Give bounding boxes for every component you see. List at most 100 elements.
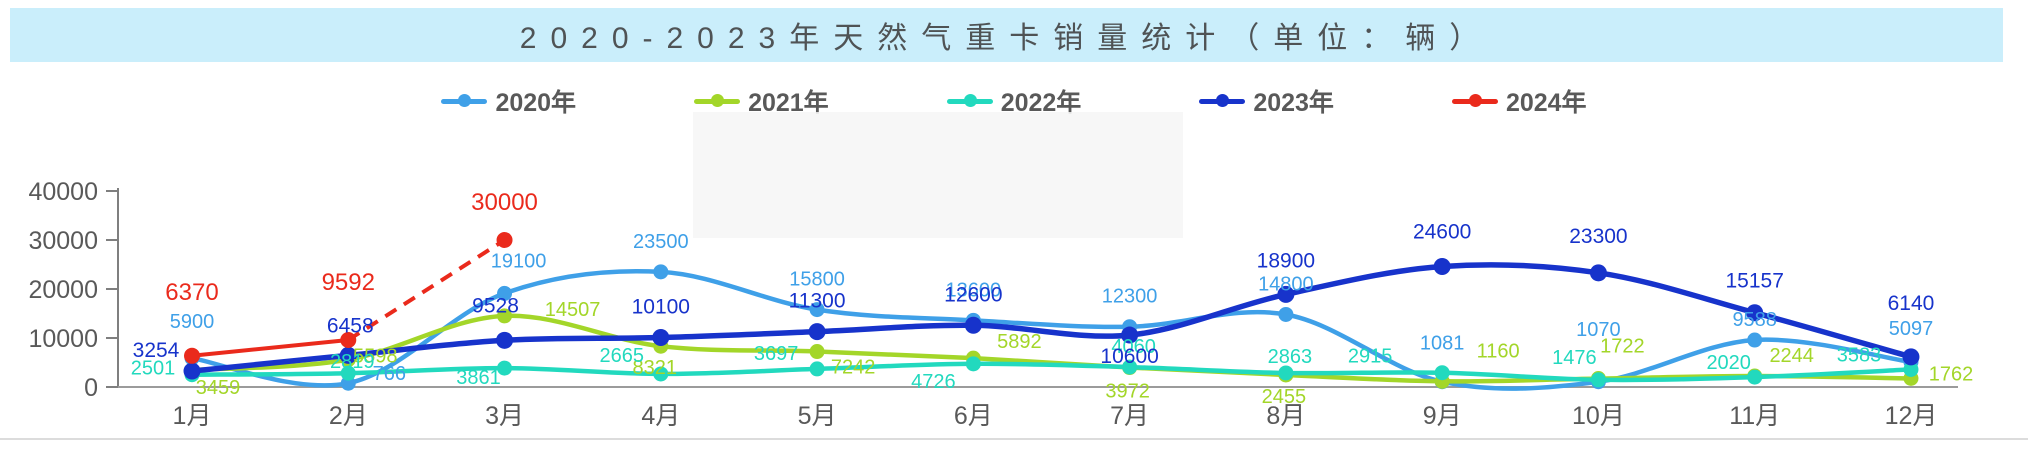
data-point-2022年[interactable] <box>1590 372 1606 388</box>
data-point-2021年[interactable] <box>497 308 513 324</box>
data-point-2024年[interactable] <box>184 347 200 364</box>
data-label-2023年: 10100 <box>632 296 690 319</box>
legend-item-2024[interactable]: 2024年 <box>1451 83 1587 119</box>
data-point-2021年[interactable] <box>809 344 825 360</box>
series-line-2022年 <box>189 361 1914 383</box>
bottom-divider <box>0 438 2028 440</box>
data-point-2023年[interactable] <box>1589 264 1607 282</box>
data-point-2023年[interactable] <box>1746 304 1764 322</box>
x-axis-label[interactable]: 12月 <box>1885 402 1938 430</box>
data-label-2022年: 2915 <box>1348 346 1393 368</box>
legend-marker-icon <box>441 94 488 108</box>
data-label-2023年: 9528 <box>472 294 519 317</box>
data-point-2022年[interactable] <box>1747 369 1763 385</box>
data-label-2021年: 1160 <box>1477 340 1520 362</box>
data-point-2020年[interactable] <box>809 302 825 318</box>
legend-marker-icon <box>694 94 741 108</box>
data-label-2023年: 10600 <box>1100 345 1158 368</box>
data-point-2022年[interactable] <box>1122 359 1138 375</box>
legend-label: 2024年 <box>1505 89 1587 117</box>
data-label-2021年: 7242 <box>831 357 876 379</box>
data-label-2021年: 3459 <box>196 377 241 399</box>
legend-marker-icon <box>1451 94 1498 108</box>
data-label-2023年: 6140 <box>1888 292 1935 315</box>
data-label-2022年: 3697 <box>754 343 799 365</box>
data-point-2022年[interactable] <box>653 366 669 382</box>
data-label-2020年: 5900 <box>170 311 215 333</box>
data-point-2023年[interactable] <box>1433 257 1451 275</box>
y-tick-label: 0 <box>84 374 98 402</box>
data-label-2021年: 8321 <box>633 357 678 379</box>
data-point-2020年[interactable] <box>497 285 513 301</box>
data-label-2022年: 2665 <box>600 345 645 367</box>
data-point-2023年[interactable] <box>339 346 357 364</box>
data-point-2023年[interactable] <box>652 329 670 347</box>
legend-marker-icon <box>1199 94 1246 108</box>
data-point-2024年[interactable] <box>340 331 357 348</box>
data-point-2022年[interactable] <box>340 365 356 381</box>
data-point-2022年[interactable] <box>965 356 981 372</box>
x-axis-label[interactable]: 7月 <box>1110 402 1149 430</box>
x-axis-label[interactable]: 9月 <box>1423 402 1462 430</box>
data-label-2020年: 1070 <box>1576 319 1621 341</box>
data-point-2022年[interactable] <box>497 360 513 376</box>
data-label-2021年: 5598 <box>353 346 398 368</box>
x-axis-label[interactable]: 6月 <box>954 402 993 430</box>
data-label-2023年: 18900 <box>1257 249 1315 272</box>
chart-title-band: 2020-2023年天然气重卡销量统计（单位：辆） <box>10 8 2003 62</box>
data-point-2023年[interactable] <box>964 316 982 334</box>
data-label-2024年: 30000 <box>471 189 538 216</box>
legend-item-2020[interactable]: 2020年 <box>441 83 576 119</box>
data-point-2023年[interactable] <box>1121 326 1139 344</box>
data-label-2020年: 13600 <box>946 279 1002 301</box>
data-label-2022年: 3861 <box>456 367 501 389</box>
data-label-2022年: 2863 <box>1268 346 1313 368</box>
x-axis-label[interactable]: 10月 <box>1572 402 1625 430</box>
y-tick-label: 20000 <box>28 276 98 304</box>
data-label-2020年: 5097 <box>1889 318 1934 340</box>
data-point-2023年[interactable] <box>1902 348 1920 366</box>
data-label-2023年: 6458 <box>327 314 374 337</box>
legend-label: 2023年 <box>1253 89 1334 117</box>
x-axis-label[interactable]: 5月 <box>798 402 837 430</box>
data-label-2022年: 4726 <box>911 371 956 393</box>
x-axis-label[interactable]: 3月 <box>485 402 524 430</box>
data-label-2020年: 19100 <box>491 250 547 272</box>
x-axis-label[interactable]: 11月 <box>1729 402 1780 430</box>
legend-item-2023[interactable]: 2023年 <box>1199 83 1334 119</box>
data-label-2023年: 12600 <box>944 283 1002 306</box>
data-point-2022年[interactable] <box>1903 361 1919 377</box>
data-label-2020年: 9588 <box>1732 309 1777 331</box>
data-point-2023年[interactable] <box>1277 285 1295 303</box>
x-axis-label[interactable]: 4月 <box>641 402 680 430</box>
data-point-2023年[interactable] <box>496 331 514 349</box>
data-label-2023年: 3254 <box>133 339 180 362</box>
data-point-2020年[interactable] <box>1747 332 1763 348</box>
data-point-2020年[interactable] <box>653 264 669 280</box>
series-line-dashed-2024年 <box>347 238 506 342</box>
x-axis-label[interactable]: 2月 <box>329 402 368 430</box>
data-label-2020年: 1081 <box>1420 333 1465 355</box>
data-point-2020年[interactable] <box>1278 306 1294 322</box>
y-tick-label: 30000 <box>28 227 98 255</box>
overlay-patch <box>693 112 1183 238</box>
data-point-2022年[interactable] <box>809 361 825 377</box>
data-label-2020年: 14800 <box>1258 273 1314 295</box>
data-point-2022年[interactable] <box>1278 365 1294 381</box>
data-point-2022年[interactable] <box>1434 365 1450 381</box>
x-axis-label[interactable]: 1月 <box>173 402 212 430</box>
data-point-2023年[interactable] <box>808 323 826 341</box>
data-label-2020年: 766 <box>373 363 406 385</box>
data-point-2024年[interactable] <box>496 232 513 248</box>
x-axis-label[interactable]: 8月 <box>1266 402 1305 430</box>
data-label-2020年: 12300 <box>1102 286 1158 308</box>
data-label-2022年: 3583 <box>1837 344 1882 366</box>
data-label-2021年: 1722 <box>1600 336 1645 358</box>
data-label-2023年: 15157 <box>1725 270 1783 293</box>
data-label-2021年: 5892 <box>997 331 1042 353</box>
data-point-2023年[interactable] <box>183 362 201 380</box>
data-label-2020年: 23500 <box>633 231 689 253</box>
data-label-2022年: 2501 <box>131 358 176 380</box>
